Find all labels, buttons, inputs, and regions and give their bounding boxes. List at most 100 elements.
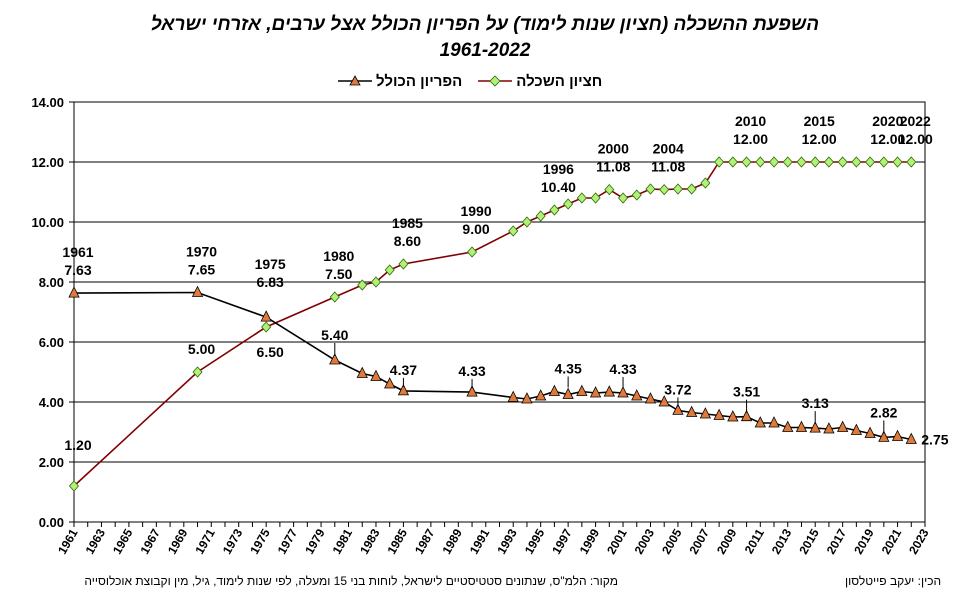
fertility-point: [535, 389, 547, 401]
legend-education-label: חציון השכלה: [516, 72, 603, 90]
x-tick-label: 1989: [439, 526, 465, 556]
x-tick-label: 1963: [83, 526, 109, 556]
data-label-year: 1985: [392, 215, 423, 231]
x-tick-label: 1997: [549, 526, 575, 556]
education-point: [521, 216, 532, 228]
y-tick-label: 2.00: [39, 455, 64, 470]
data-label-value: 12.00: [802, 131, 837, 147]
fertility-point: [699, 407, 712, 419]
data-label-year: 2015: [804, 113, 835, 129]
fertility-point: [370, 369, 382, 381]
fertility-point: [740, 409, 753, 422]
y-tick-label: 8.00: [39, 275, 64, 290]
education-point: [810, 156, 821, 168]
fertility-point: [850, 423, 863, 435]
data-label-year: 1970: [186, 244, 217, 260]
x-tick-label: 1995: [522, 526, 548, 556]
fertility-point: [644, 392, 657, 404]
education-point: [714, 156, 725, 168]
education-point: [549, 204, 560, 216]
chart-legend: הפריון הכולל חציון השכלה: [330, 70, 610, 92]
education-point: [604, 184, 615, 196]
data-label-value: 2.82: [870, 404, 897, 420]
data-label-year: 2000: [598, 141, 629, 157]
data-label-value: 12.00: [898, 131, 933, 147]
data-label-year: 1961: [62, 244, 93, 260]
legend-item-fertility: הפריון הכולל: [338, 73, 462, 90]
footer-prepared-by: הכין: יעקב פייטלסון: [845, 574, 942, 588]
x-tick-label: 2019: [851, 526, 877, 556]
education-point: [672, 183, 683, 195]
data-label-year: 2020: [872, 113, 903, 129]
data-label-value: 6.83: [257, 274, 284, 290]
x-tick-label: 2001: [604, 526, 630, 556]
x-tick-label: 2009: [714, 526, 740, 556]
y-tick-label: 6.00: [39, 335, 64, 350]
fertility-point: [823, 422, 835, 434]
data-label-value: 6.50: [257, 344, 284, 360]
data-label-value: 11.08: [651, 159, 685, 175]
legend-fertility-label: הפריון הכולל: [376, 72, 463, 90]
fertility-point: [686, 405, 698, 417]
fertility-point: [782, 420, 794, 432]
x-tick-label: 1981: [330, 526, 356, 556]
data-label-value: 7.65: [188, 262, 215, 278]
data-label-value: 5.40: [321, 327, 348, 343]
education-point: [329, 291, 340, 303]
x-tick-label: 2007: [687, 526, 713, 556]
education-point: [617, 192, 629, 204]
education-point: [892, 156, 903, 168]
x-tick-label: 1987: [412, 526, 438, 556]
fertility-point: [397, 384, 410, 396]
data-label-year: 2004: [653, 141, 684, 157]
legend-item-education: חציון השכלה: [478, 73, 602, 90]
data-label-value: 7.50: [325, 266, 352, 282]
education-point: [192, 366, 203, 378]
y-tick-label: 0.00: [39, 515, 64, 530]
fertility-point: [754, 416, 766, 428]
education-point: [851, 156, 862, 168]
data-label-value: 10.40: [541, 179, 576, 195]
education-point: [508, 225, 519, 237]
data-label-value: 11.08: [596, 159, 630, 175]
fertility-point: [521, 392, 533, 404]
x-tick-label: 2017: [824, 526, 850, 556]
fertility-point: [329, 353, 341, 365]
education-point: [261, 321, 272, 333]
x-tick-label: 1975: [247, 526, 273, 556]
fertility-point: [384, 377, 396, 389]
series-line-education: [73, 161, 912, 487]
x-tick-label: 2021: [879, 526, 905, 556]
fertility-point: [768, 416, 780, 428]
data-label-year: 1980: [323, 248, 354, 264]
education-point: [700, 177, 711, 189]
fertility-point: [727, 410, 739, 422]
y-tick-label: 4.00: [39, 395, 64, 410]
chart-title-line1: השפעת ההשכלה (חציון שנות לימוד) על הפריו…: [150, 14, 820, 35]
fertility-point: [658, 395, 670, 407]
education-point: [659, 184, 670, 196]
fertility-point: [356, 366, 368, 378]
x-tick-label: 2023: [906, 526, 932, 556]
fertility-point: [603, 385, 615, 397]
y-tick-label: 12.00: [31, 155, 64, 170]
education-point: [467, 246, 478, 258]
fertility-point: [891, 429, 904, 441]
fertility-point: [466, 385, 478, 397]
data-label-year: 2022: [900, 113, 931, 129]
data-label-value: 12.00: [733, 131, 768, 147]
education-point: [878, 156, 889, 168]
x-tick-label: 1973: [220, 526, 246, 556]
data-label-value: 4.37: [390, 362, 417, 378]
data-label-value: 4.33: [458, 363, 485, 379]
x-tick-label: 1971: [192, 526, 218, 556]
education-point: [837, 156, 848, 168]
fertility-point: [905, 432, 917, 444]
fertility-point: [68, 286, 80, 298]
fertility-point: [672, 403, 684, 415]
education-point: [68, 480, 80, 492]
data-label-value: 3.13: [802, 395, 829, 411]
data-label-value: 8.60: [394, 233, 421, 249]
y-tick-label: 10.00: [31, 215, 64, 230]
